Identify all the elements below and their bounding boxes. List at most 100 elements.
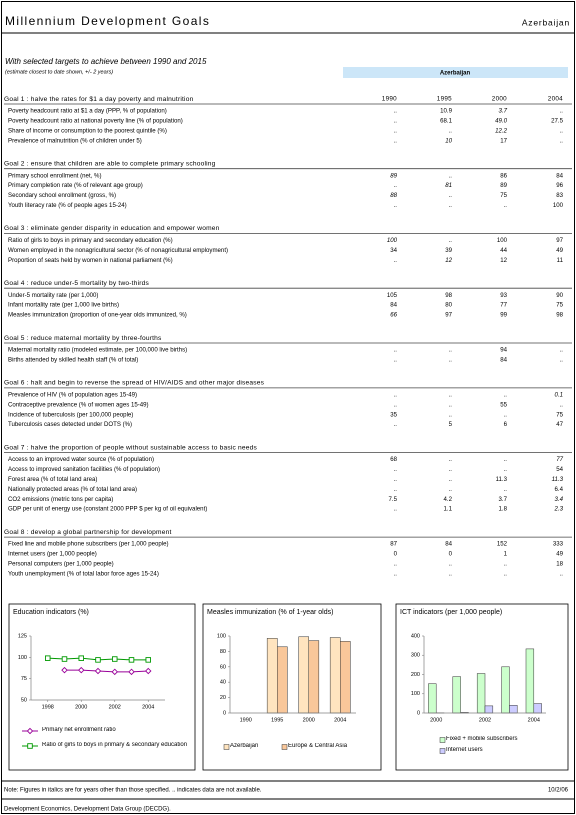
cell: 34 [390,247,397,254]
cell: 68 [390,456,397,463]
y-tick-label: 0 [223,710,226,716]
cell: 49.0 [495,118,507,125]
cell: 84 [556,172,563,179]
cell: 75 [500,192,507,199]
cell: 47 [556,421,563,428]
column-group: Azerbaijan [440,71,471,77]
cell: 66 [390,312,397,319]
cell: .. [449,347,453,354]
cell: 81 [445,182,452,189]
cell: .. [449,172,453,179]
cell: .. [504,570,508,577]
cell: 6 [504,421,508,428]
cell: .. [449,127,453,134]
cell: 44 [500,247,507,254]
cell: .. [449,476,453,483]
subtitle: With selected targets to achieve between… [5,57,207,66]
cell: 97 [445,312,452,319]
y-tick-label: 80 [220,649,226,655]
legend-label: Europe & Central Asia [288,743,348,749]
cell: 77 [556,456,563,463]
y-tick-label: 300 [411,653,420,659]
footer-note: Note: Figures in italics are for years o… [4,788,262,794]
cell: 7.5 [389,496,398,503]
cell: 98 [445,292,452,299]
goal-title: Goal 6 : halt and begin to reverse the s… [4,380,265,387]
year-header: 1990 [382,96,397,103]
y-tick-label: 100 [411,691,420,697]
cell: .. [504,561,508,568]
goal-title: Goal 1 : halve the rates for $1 a day po… [4,96,194,103]
legend-label: Ratio of girls to boys in primary & seco… [42,742,188,748]
row-label: Poverty headcount ratio at national pove… [8,118,183,125]
cell: 105 [387,292,398,299]
cell: 17 [500,137,507,144]
legend-label: Azerbaijan [230,743,259,749]
country: Azerbaijan [522,17,570,27]
point [61,666,68,674]
note: (estimate closest to date shown, +/- 2 y… [5,69,113,75]
y-tick-label: 100 [18,655,27,661]
bar [484,705,494,714]
row-label: Youth unemployment (% of total labor for… [8,570,159,577]
bar [525,648,535,714]
cell: .. [504,456,508,463]
cell: 11 [557,257,564,264]
y-tick-label: 50 [21,697,27,703]
chart-panel [202,603,382,771]
cell: .. [394,257,398,264]
cell: .. [560,357,564,364]
point [78,666,85,674]
cell: .. [394,137,398,144]
cell: .. [560,401,564,408]
cell: 12.2 [495,127,507,134]
point [61,656,68,662]
legend-label-box: Azerbaijan [230,743,259,749]
row-label: Contraceptive prevalence (% of women age… [8,401,149,408]
point [111,656,118,662]
row-label: Women employed in the nonagricultural se… [8,247,228,254]
cell: 100 [497,237,508,244]
cell: 93 [500,292,507,299]
cell: 83 [556,192,563,199]
bar [428,683,437,714]
row-label: Infant mortality rate (per 1,000 live bi… [8,302,119,309]
chart-title: Education indicators (%) [13,609,89,616]
x-tick-label: 2004 [528,717,540,723]
row-label: Proportion of seats held by women in nat… [8,257,173,264]
row-label: Nationally protected areas (% of total l… [8,486,137,493]
x-tick-label: 2000 [430,717,442,723]
legend-swatch [223,744,230,750]
row-label: Primary school enrollment (net, %) [8,172,101,179]
row-label: Forest area (% of total land area) [8,476,97,483]
cell: 18 [556,561,563,568]
cell: 99 [500,312,507,319]
cell: 3.7 [499,496,508,503]
cell: 39 [445,247,452,254]
x-tick-label: 2004 [142,704,154,710]
row-label: Poverty headcount ratio at $1 a day (PPP… [8,108,167,115]
cell: 84 [500,357,507,364]
cell: 54 [556,466,563,473]
row-label: Maternal mortality ratio (modeled estima… [8,347,187,354]
cell: .. [394,506,398,513]
cell: 12 [445,257,452,264]
footer-credit: Development Economics, Development Data … [4,807,171,813]
y-tick-label: 40 [220,680,226,686]
row-label: Personal computers (per 1,000 people) [8,561,114,568]
goal-title: Goal 7 : halve the proportion of people … [4,444,257,451]
cell: 77 [500,302,507,309]
point [78,655,84,661]
y-tick-label: 20 [220,695,226,701]
x-tick-label: 1990 [240,717,252,723]
row-label: Access to an improved water source (% of… [8,456,154,463]
row-label: Access to improved sanitation facilities… [8,466,160,473]
legend-marker [26,727,34,735]
goal-title: Goal 5 : reduce maternal mortality by th… [4,335,162,342]
legend-label: Fixed + mobile subscribers [446,736,518,742]
legend-label-box: Primary net enrollment ratio [42,727,116,733]
cell: .. [394,127,398,134]
legend-label-box: Internet users [446,747,483,753]
cell: .. [560,347,564,354]
